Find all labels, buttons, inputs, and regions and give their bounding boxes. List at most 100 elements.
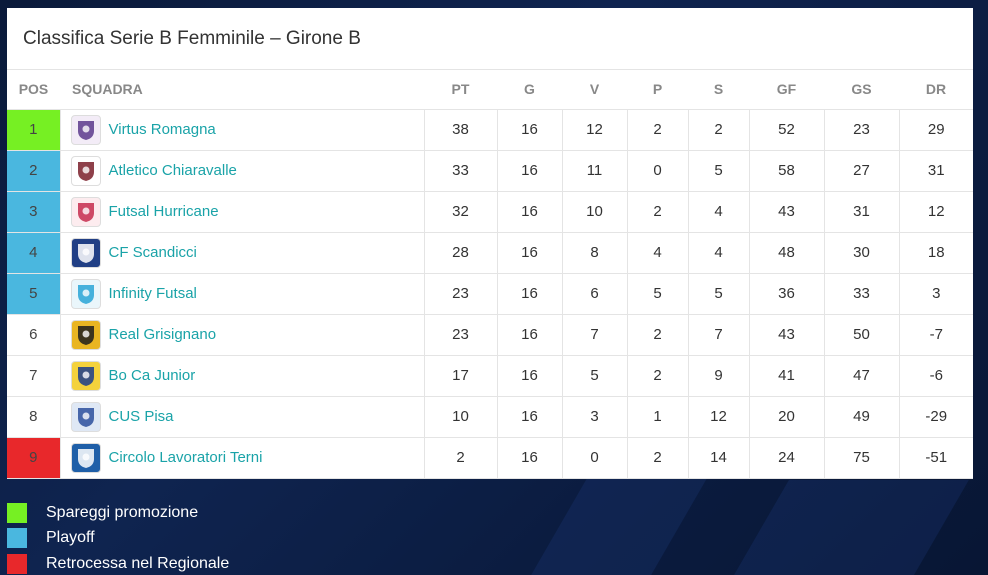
stat-p-cell: 2 (626, 191, 688, 233)
stat-p-cell: 5 (626, 273, 688, 315)
stat-v-cell: 6 (561, 273, 627, 315)
team-name-link[interactable]: Real Grisignano (108, 326, 217, 343)
team-name-link[interactable]: Futsal Hurricane (108, 203, 219, 220)
stat-pt-cell: 33 (423, 150, 497, 192)
team-cell[interactable]: Circolo Lavoratori Terni (59, 437, 424, 479)
team-cell[interactable]: Infinity Futsal (59, 273, 424, 315)
stat-dr-cell: 3 (898, 273, 973, 315)
cus-pisa-crest-icon (70, 401, 101, 432)
team-cell[interactable]: CF Scandicci (59, 232, 424, 274)
stat-v-cell: 12 (561, 109, 627, 151)
legend-label: Playoff (46, 529, 95, 547)
stat-dr-cell: -29 (898, 396, 973, 438)
stat-s-cell: 2 (687, 109, 749, 151)
stat-v-cell: 3 (561, 396, 627, 438)
stat-g-cell: 16 (496, 273, 562, 315)
stat-gf-cell: 48 (748, 232, 824, 274)
stat-gf-cell: 43 (748, 191, 824, 233)
stat-pt-cell: 2 (423, 437, 497, 479)
stat-dr-cell: 31 (898, 150, 973, 192)
team-name-link[interactable]: Virtus Romagna (108, 121, 216, 138)
stat-dr-cell: 29 (898, 109, 973, 151)
stat-gs-cell: 30 (823, 232, 899, 274)
stat-gs-cell: 27 (823, 150, 899, 192)
stat-gf-cell: 24 (748, 437, 824, 479)
team-cell[interactable]: Bo Ca Junior (59, 355, 424, 397)
stat-v-cell: 0 (561, 437, 627, 479)
team-cell[interactable]: Real Grisignano (59, 314, 424, 356)
background-stripe (731, 480, 969, 575)
team-name-link[interactable]: Atletico Chiaravalle (108, 162, 237, 179)
legend-swatch (7, 553, 27, 574)
stat-pt-cell: 10 (423, 396, 497, 438)
position-cell: 2 (7, 150, 60, 192)
header-row: POS SQUADRA PT G V P S GF GS DR (7, 70, 973, 110)
stat-dr-cell: 12 (898, 191, 973, 233)
stat-v-cell: 7 (561, 314, 627, 356)
col-header-gf: GF (749, 70, 824, 110)
virtus-romagna-crest-icon (70, 114, 101, 145)
stat-v-cell: 5 (561, 355, 627, 397)
circolo-lavoratori-terni-crest-icon (70, 442, 101, 473)
team-cell[interactable]: Atletico Chiaravalle (59, 150, 424, 192)
table-row: 8 CUS Pisa 10 16 3 1 12 20 49 -29 (7, 396, 973, 438)
team-name-link[interactable]: CF Scandicci (108, 244, 197, 261)
col-header-gs: GS (824, 70, 899, 110)
stat-gs-cell: 33 (823, 273, 899, 315)
stat-g-cell: 16 (496, 396, 562, 438)
stat-gs-cell: 31 (823, 191, 899, 233)
legend-label: Retrocessa nel Regionale (46, 554, 230, 572)
team-name-link[interactable]: Infinity Futsal (108, 285, 197, 302)
stat-s-cell: 4 (687, 191, 749, 233)
stat-gs-cell: 50 (823, 314, 899, 356)
standings-table: POS SQUADRA PT G V P S GF GS DR 1 Virtus… (7, 70, 973, 479)
stat-v-cell: 11 (561, 150, 627, 192)
team-name-link[interactable]: Circolo Lavoratori Terni (108, 449, 263, 466)
table-row: 5 Infinity Futsal 23 16 6 5 5 36 33 3 (7, 273, 973, 315)
team-name-link[interactable]: CUS Pisa (108, 408, 174, 425)
table-row: 1 Virtus Romagna 38 16 12 2 2 52 23 29 (7, 109, 973, 151)
col-header-pos: POS (7, 70, 60, 110)
futsal-hurricane-crest-icon (70, 196, 101, 227)
legend-item-relegation: Retrocessa nel Regionale (7, 551, 229, 575)
position-cell: 5 (7, 273, 60, 315)
atletico-chiaravalle-crest-icon (70, 155, 101, 186)
stat-dr-cell: -7 (898, 314, 973, 356)
position-cell: 4 (7, 232, 60, 274)
table-row: 9 Circolo Lavoratori Terni 2 16 0 2 14 24 75 -5… (7, 437, 973, 479)
stat-pt-cell: 32 (423, 191, 497, 233)
team-cell[interactable]: Virtus Romagna (59, 109, 424, 151)
stat-g-cell: 16 (496, 232, 562, 274)
stat-pt-cell: 23 (423, 314, 497, 356)
stat-v-cell: 8 (561, 232, 627, 274)
position-cell: 3 (7, 191, 60, 233)
col-header-p: P (627, 70, 688, 110)
stat-p-cell: 2 (626, 355, 688, 397)
bo-ca-junior-crest-icon (70, 360, 101, 391)
table-row: 6 Real Grisignano 23 16 7 2 7 43 50 -7 (7, 314, 973, 356)
stat-s-cell: 9 (687, 355, 749, 397)
team-name-link[interactable]: Bo Ca Junior (108, 367, 196, 384)
stat-gs-cell: 47 (823, 355, 899, 397)
stat-pt-cell: 28 (423, 232, 497, 274)
stat-dr-cell: 18 (898, 232, 973, 274)
team-cell[interactable]: Futsal Hurricane (59, 191, 424, 233)
stat-p-cell: 1 (626, 396, 688, 438)
stat-g-cell: 16 (496, 109, 562, 151)
team-cell[interactable]: CUS Pisa (59, 396, 424, 438)
cf-scandicci-crest-icon (70, 237, 101, 268)
col-header-v: V (562, 70, 627, 110)
infinity-futsal-crest-icon (70, 278, 101, 309)
stat-gf-cell: 36 (748, 273, 824, 315)
col-header-pt: PT (424, 70, 497, 110)
stat-pt-cell: 38 (423, 109, 497, 151)
stat-p-cell: 2 (626, 314, 688, 356)
legend-item-promo: Spareggi promozione (7, 500, 229, 526)
stat-s-cell: 7 (687, 314, 749, 356)
background-stripe (528, 470, 712, 575)
stat-pt-cell: 17 (423, 355, 497, 397)
stat-g-cell: 16 (496, 191, 562, 233)
stat-gf-cell: 58 (748, 150, 824, 192)
position-cell: 6 (7, 314, 60, 356)
legend-item-playoff: Playoff (7, 526, 229, 552)
